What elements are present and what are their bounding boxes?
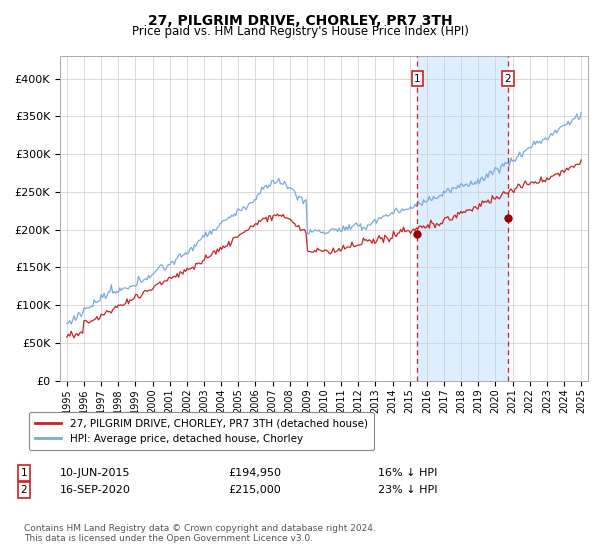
Text: Contains HM Land Registry data © Crown copyright and database right 2024.
This d: Contains HM Land Registry data © Crown c… [24,524,376,543]
Text: 10-JUN-2015: 10-JUN-2015 [60,468,131,478]
Bar [418,56,508,381]
Text: 27, PILGRIM DRIVE, CHORLEY, PR7 3TH: 27, PILGRIM DRIVE, CHORLEY, PR7 3TH [148,14,452,28]
Text: 2: 2 [20,485,28,495]
Text: 16% ↓ HPI: 16% ↓ HPI [378,468,437,478]
Text: 2: 2 [504,74,511,83]
Text: 16-SEP-2020: 16-SEP-2020 [60,485,131,495]
Text: 1: 1 [20,468,28,478]
Legend: 27, PILGRIM DRIVE, CHORLEY, PR7 3TH (detached house), HPI: Average price, detach: 27, PILGRIM DRIVE, CHORLEY, PR7 3TH (det… [29,412,374,450]
Text: 23% ↓ HPI: 23% ↓ HPI [378,485,437,495]
Text: Price paid vs. HM Land Registry's House Price Index (HPI): Price paid vs. HM Land Registry's House … [131,25,469,38]
Text: £215,000: £215,000 [228,485,281,495]
Text: £194,950: £194,950 [228,468,281,478]
Text: 1: 1 [414,74,421,83]
